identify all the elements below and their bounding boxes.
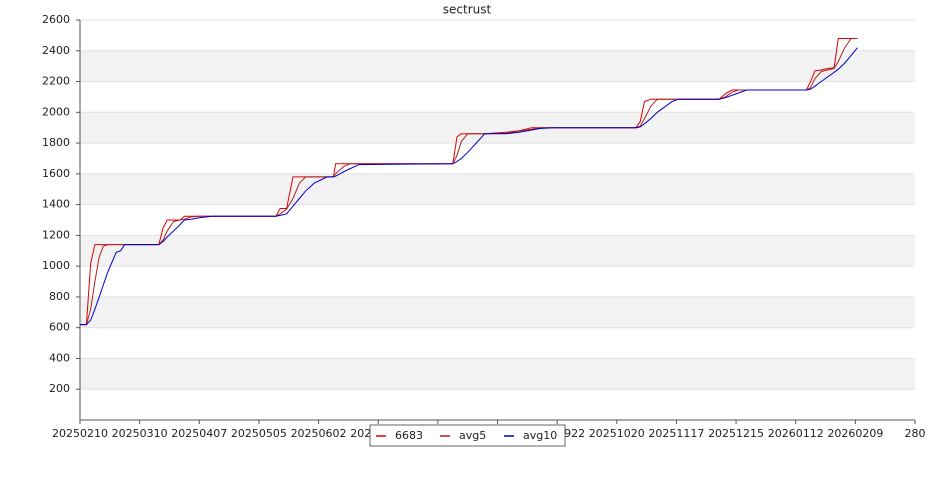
grid-band	[80, 358, 915, 390]
grid-band	[80, 173, 915, 205]
grid-band	[80, 112, 915, 144]
x-tick-label: 20250310	[112, 427, 168, 440]
y-tick-label: 1000	[42, 259, 70, 272]
legend-label: 6683	[395, 429, 423, 442]
grid-band	[80, 50, 915, 82]
legend-label: avg5	[459, 429, 486, 442]
legend: 6683 avg5 avg10	[369, 424, 566, 447]
y-tick-label: 800	[49, 290, 70, 303]
x-tick-label: 20260209	[827, 427, 883, 440]
y-tick-label: 1200	[42, 228, 70, 241]
y-tick-label: 2200	[42, 75, 70, 88]
x-tick-label: 20251117	[648, 427, 704, 440]
y-tick-label: 600	[49, 321, 70, 334]
y-tick-label: 200	[49, 382, 70, 395]
y-tick-label: 2600	[42, 13, 70, 26]
x-tick-label: 20251215	[708, 427, 764, 440]
x-tick-label: 20250505	[231, 427, 287, 440]
x-tick-label: 20260112	[768, 427, 824, 440]
legend-label: avg10	[523, 429, 557, 442]
x-tick-label: 20250407	[171, 427, 227, 440]
y-tick-label: 1600	[42, 167, 70, 180]
legend-box	[369, 424, 566, 447]
grid-band	[80, 235, 915, 267]
y-tick-label: 1400	[42, 198, 70, 211]
series-line	[80, 47, 858, 326]
x-tick-label: 280	[905, 427, 926, 440]
x-tick-label: 20251020	[589, 427, 645, 440]
x-tick-label: 20250602	[291, 427, 347, 440]
x-tick-label: 20250210	[52, 427, 108, 440]
y-tick-label: 2400	[42, 44, 70, 57]
chart-title: sectrust	[443, 3, 492, 17]
y-tick-label: 1800	[42, 136, 70, 149]
grid-band	[80, 296, 915, 328]
y-tick-label: 400	[49, 351, 70, 364]
y-tick-label: 2000	[42, 105, 70, 118]
